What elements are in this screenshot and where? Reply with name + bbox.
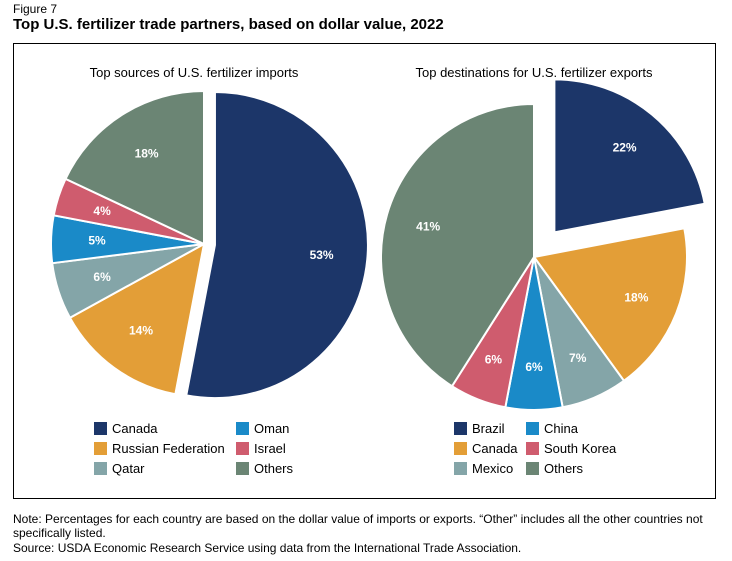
note-text: Note: Percentages for each country are b… (13, 512, 703, 540)
pie-slice-others (64, 89, 205, 246)
legend-label: Oman (254, 421, 289, 436)
legend-item-south-korea: South Korea (526, 441, 617, 456)
slice-label-canada: 18% (624, 291, 648, 305)
legend-item-mexico: Mexico (454, 461, 513, 476)
figure-label: Figure 7 (13, 2, 58, 16)
legend-label: Others (254, 461, 294, 476)
legend-swatch (94, 422, 107, 435)
legend-swatch (236, 422, 249, 435)
slice-label-china: 6% (525, 360, 543, 374)
legend-swatch (236, 462, 249, 475)
legend-swatch (94, 442, 107, 455)
pie-slice-canada (185, 91, 369, 400)
slice-label-others: 41% (416, 219, 440, 233)
legend-swatch (526, 422, 539, 435)
legend-swatch (526, 442, 539, 455)
pie-chart-1: Top sources of U.S. fertilizer imports 53… (50, 65, 369, 476)
legend-item-china: China (526, 421, 579, 436)
legend-swatch (94, 462, 107, 475)
legend-label: Israel (254, 441, 286, 456)
slice-label-mexico: 7% (569, 351, 587, 365)
legend-item-canada: Canada (94, 421, 158, 436)
slice-label-israel: 4% (93, 204, 111, 218)
legend-swatch (454, 462, 467, 475)
legend-swatch (454, 442, 467, 455)
legend-item-others: Others (236, 461, 294, 476)
charts-svg: Top sources of U.S. fertilizer imports 53… (50, 65, 706, 476)
pie-title: Top destinations for U.S. fertilizer exp… (416, 65, 653, 80)
legend-label: Brazil (472, 421, 505, 436)
chart-frame: Top sources of U.S. fertilizer imports 53… (13, 43, 716, 499)
source-text: Source: USDA Economic Research Service u… (13, 541, 522, 555)
legend-item-israel: Israel (236, 441, 286, 456)
pie-slice-russian-federation (68, 242, 206, 396)
legend-swatch (454, 422, 467, 435)
legend-item-oman: Oman (236, 421, 289, 436)
legend-label: Qatar (112, 461, 145, 476)
legend-item-russian-federation: Russian Federation (94, 441, 225, 456)
legend-label: Mexico (472, 461, 513, 476)
slice-label-russian-federation: 14% (129, 324, 153, 338)
legend-item-canada: Canada (454, 441, 518, 456)
slice-label-others: 18% (135, 147, 159, 161)
legend-item-others: Others (526, 461, 584, 476)
legend-label: Russian Federation (112, 441, 225, 456)
slice-label-south-korea: 6% (485, 352, 503, 366)
legend-swatch (526, 462, 539, 475)
slice-label-oman: 5% (88, 234, 106, 248)
pie-slice-others (380, 102, 535, 388)
slice-label-brazil: 22% (613, 141, 637, 155)
pie-slice-brazil (553, 78, 706, 234)
pie-slice-canada (532, 227, 688, 383)
slice-label-canada: 53% (310, 248, 334, 262)
pie-title: Top sources of U.S. fertilizer imports (90, 65, 299, 80)
figure-title: Top U.S. fertilizer trade partners, base… (13, 16, 444, 33)
legend-swatch (236, 442, 249, 455)
slice-label-qatar: 6% (93, 270, 111, 284)
legend-label: Others (544, 461, 584, 476)
legend-label: South Korea (544, 441, 617, 456)
pie-chart-2: Top destinations for U.S. fertilizer exp… (380, 65, 706, 476)
legend-label: Canada (472, 441, 518, 456)
legend-item-brazil: Brazil (454, 421, 505, 436)
legend-item-qatar: Qatar (94, 461, 145, 476)
legend-label: Canada (112, 421, 158, 436)
legend-label: China (544, 421, 579, 436)
